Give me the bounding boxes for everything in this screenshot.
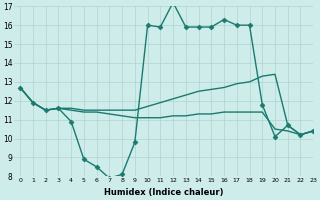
X-axis label: Humidex (Indice chaleur): Humidex (Indice chaleur) <box>104 188 223 197</box>
